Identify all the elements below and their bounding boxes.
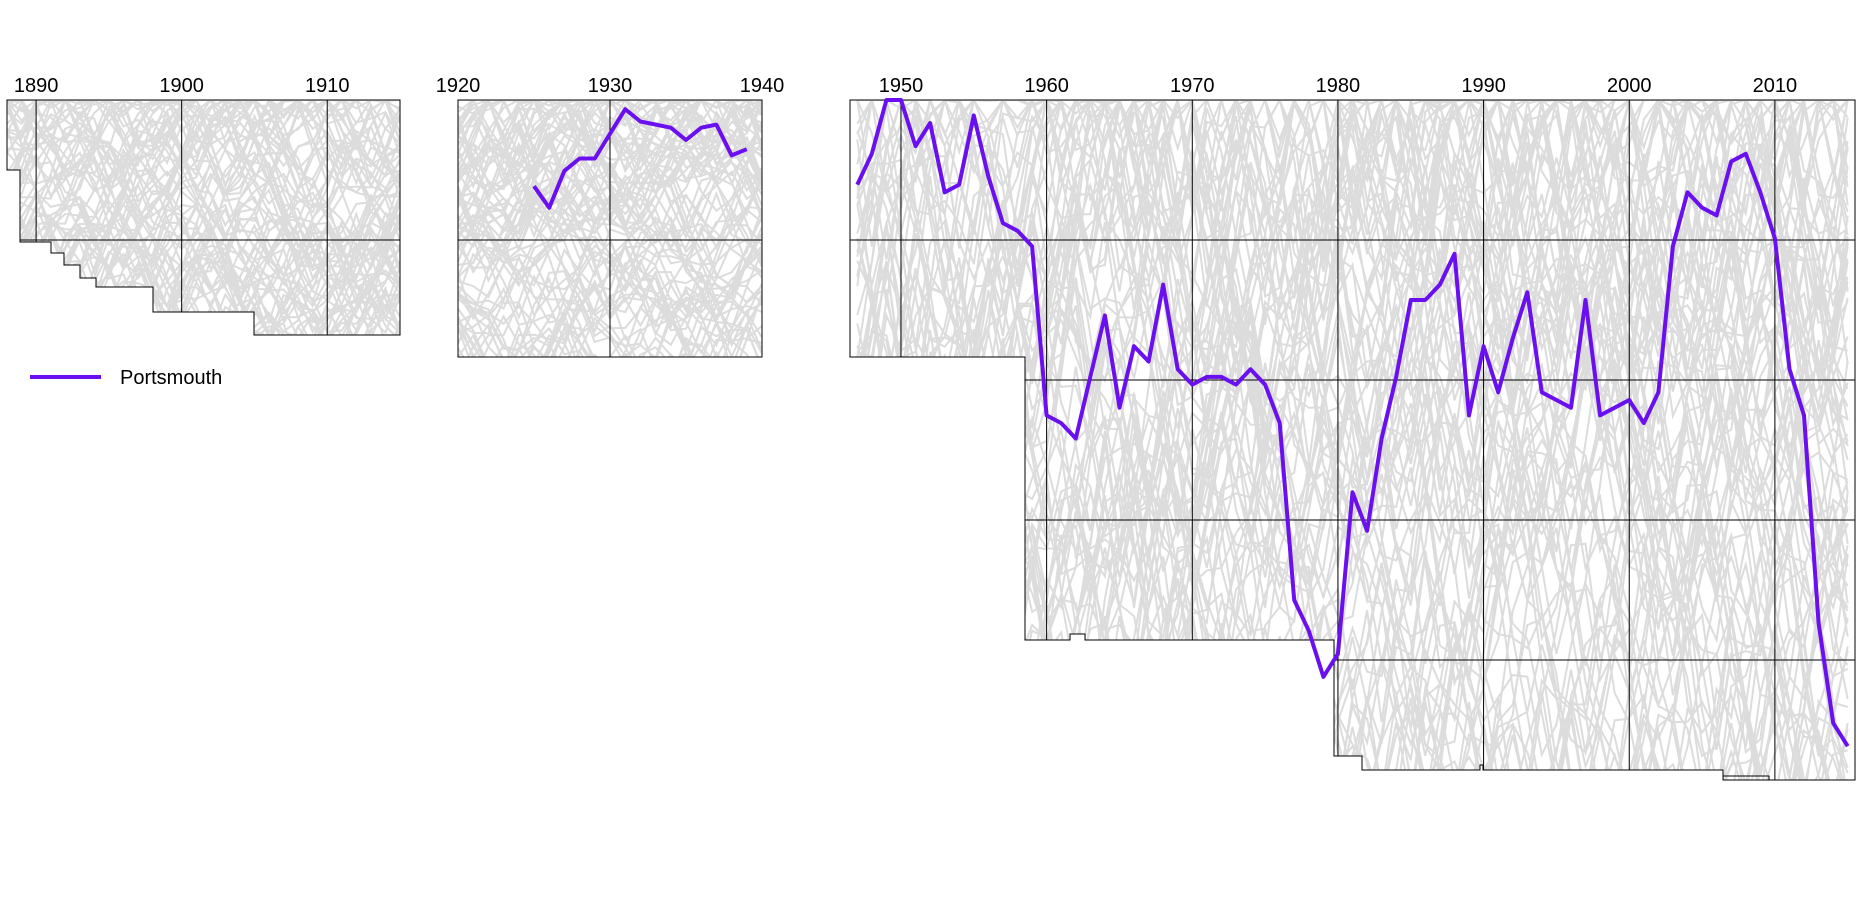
background-line [7, 100, 400, 335]
background-line [856, 100, 1849, 580]
background-line [458, 299, 762, 357]
x-tick-label: 1940 [740, 75, 785, 97]
x-tick-label: 2010 [1753, 75, 1798, 97]
background-line [7, 146, 400, 335]
background-line [857, 100, 1849, 780]
background-line [7, 120, 400, 260]
background-line [7, 100, 400, 289]
background-line [856, 100, 1849, 604]
x-tick-label: 2000 [1607, 75, 1652, 97]
background-line [856, 100, 1849, 729]
background-line [856, 100, 1849, 757]
background-line [856, 100, 1849, 338]
panel-3: 1950 1960 1970 1980 1990 2000 2010 [849, 75, 1856, 781]
series-line-portsmouth [532, 107, 748, 210]
background-line [856, 100, 1849, 780]
background-line [7, 276, 400, 335]
legend-label-portsmouth: Portsmouth [120, 367, 222, 389]
background-line [7, 102, 400, 314]
x-tick-label: 1950 [879, 75, 924, 97]
background-line [856, 100, 1848, 773]
background-line [7, 100, 400, 309]
background-line [856, 468, 1849, 780]
x-tick-label: 1930 [588, 75, 633, 97]
background-line [856, 321, 1849, 780]
background-line [7, 223, 400, 335]
background-line [7, 100, 400, 330]
background-line [856, 473, 1849, 780]
background-line [458, 100, 762, 266]
background-line [7, 100, 400, 304]
x-tick-label: 1980 [1316, 75, 1361, 97]
panel-outline [6, 99, 401, 336]
series-line-portsmouth [855, 98, 1850, 748]
background-line [7, 100, 400, 209]
x-tick-label: 1920 [436, 75, 481, 97]
background-line [7, 190, 400, 335]
background-line [7, 100, 400, 189]
background-line [7, 225, 400, 335]
x-tick-label: 1960 [1024, 75, 1069, 97]
background-line [856, 100, 1849, 304]
background-line [856, 100, 1849, 780]
background-line [857, 100, 1849, 684]
x-tick-label: 1970 [1170, 75, 1215, 97]
legend: Portsmouth [30, 367, 222, 389]
background-line [7, 142, 400, 291]
background-line [458, 227, 762, 357]
panel-outline [849, 99, 1856, 781]
background-line [7, 131, 400, 300]
x-tick-label: 1990 [1461, 75, 1506, 97]
panel-layer: 1890 1900 1910 1920 1930 1940 1950 1960 1970 1980… [6, 75, 1856, 781]
background-line [458, 311, 762, 357]
background-line [7, 100, 400, 184]
x-tick-label: 1890 [14, 75, 59, 97]
background-line [856, 100, 1849, 780]
background-line [7, 100, 400, 269]
panel-2: 1920 1930 1940 [436, 75, 785, 358]
x-tick-label: 1910 [305, 75, 350, 97]
panel-1: 1890 1900 1910 [6, 75, 401, 336]
background-line [7, 130, 400, 316]
background-line [7, 191, 400, 335]
x-tick-label: 1900 [159, 75, 204, 97]
background-line [458, 198, 762, 357]
background-line [856, 100, 1849, 470]
panel-outline [457, 99, 763, 358]
background-line [458, 232, 762, 357]
background-line [7, 248, 400, 335]
background-line [856, 100, 1849, 666]
background-line [7, 100, 400, 301]
background-line [7, 128, 400, 335]
background-line [7, 105, 400, 335]
background-line [458, 100, 762, 214]
